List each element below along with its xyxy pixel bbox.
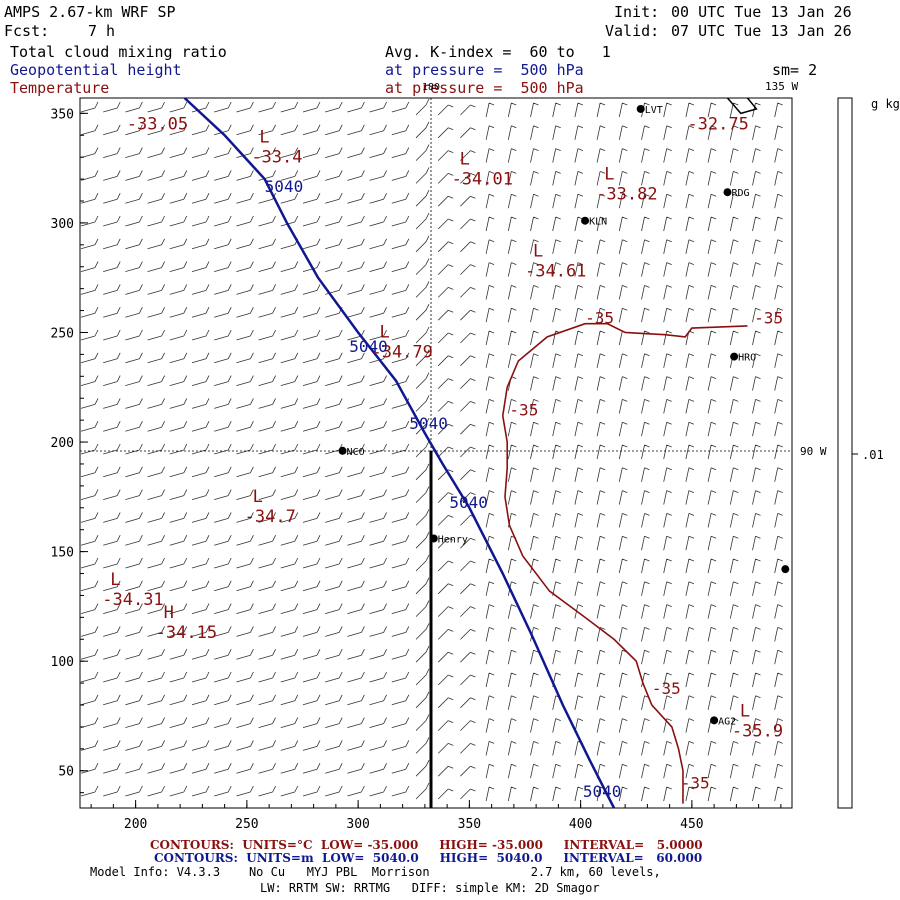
init-time: 00 UTC Tue 13 Jan 26 [671, 3, 852, 21]
station-label: LVT [645, 105, 663, 116]
station-marker [338, 446, 347, 455]
height-contour-label: 5040 [409, 414, 448, 433]
station-label: AG2 [718, 716, 736, 727]
y-tick-label: 200 [51, 436, 74, 451]
station-marker [710, 716, 719, 725]
station-marker [781, 565, 790, 574]
lon-label-135w: 135 W [765, 80, 798, 93]
pressure-center-letter: L [259, 127, 269, 147]
pressure-center-value: -33.82 [596, 185, 657, 205]
pressure-center-value: -33.4 [251, 147, 302, 167]
pressure-center-letter: L [604, 165, 614, 185]
y-tick-label: 350 [51, 107, 74, 122]
field-temperature: Temperature [10, 79, 110, 97]
pressure-center-letter: L [533, 241, 543, 261]
field-height: Geopotential height [10, 61, 182, 79]
height-contour-5040 [183, 97, 616, 809]
pressure-center-letter: L [253, 487, 263, 507]
lon-label-90w: 90 W [800, 445, 827, 458]
colorbar-tick: .01 [862, 448, 884, 462]
station-label: RDG [731, 188, 749, 199]
pressure-center-letter: L [740, 702, 750, 722]
y-tick-label: 100 [51, 655, 74, 670]
plot-frame [79, 97, 793, 809]
wind-barb-field [80, 98, 783, 802]
pressure-center-letter: L [379, 322, 389, 342]
forecast-hours: 7 h [88, 22, 116, 40]
temp-contour-minus35 [501, 322, 748, 804]
pressure-center-value: -34.15 [156, 623, 217, 643]
temp-contour-info: CONTOURS: UNITS=°C LOW= -35.000 HIGH= -3… [150, 838, 703, 852]
pressure-center-value: -34.31 [102, 590, 163, 610]
pressure-center-letter: L [110, 570, 120, 590]
forecast-label: Fcst: [4, 22, 50, 40]
pressure-center-letter: H [164, 603, 174, 623]
station-label: Henry [438, 534, 468, 545]
temp-contour-label: -35 [509, 401, 538, 420]
x-tick-label: 450 [680, 817, 703, 832]
x-tick-label: 400 [569, 817, 592, 832]
height-contour-info: CONTOURS: UNITS=m LOW= 5040.0 HIGH= 5040… [154, 851, 703, 865]
temp-contour-label: -35 [681, 773, 710, 792]
temp-contour-label: -35 [585, 309, 614, 328]
x-tick-label: 300 [346, 817, 369, 832]
y-tick-label: 300 [51, 217, 74, 232]
station-marker [636, 104, 645, 113]
x-tick-label: 350 [458, 817, 481, 832]
station-marker [429, 534, 438, 543]
station-label: HRO [738, 353, 756, 364]
wind-barbs [80, 98, 783, 802]
smoothing-label: sm= 2 [772, 61, 818, 79]
y-tick-label: 250 [51, 326, 74, 341]
temp-contour-label: -35 [652, 679, 681, 698]
cloud-contour [726, 97, 758, 115]
y-tick-label: 50 [58, 765, 74, 780]
height-contour-label: 5040 [265, 177, 304, 196]
station-label: KLN [589, 217, 607, 228]
colorbar [837, 97, 853, 809]
pressure-center-value: -34.61 [525, 261, 586, 281]
field-cloud: Total cloud mixing ratio [10, 43, 227, 61]
x-tick-label: 200 [124, 817, 147, 832]
station-marker [730, 352, 739, 361]
pressure-height: at pressure = 500 hPa [385, 61, 584, 79]
pressure-center-value: -34.79 [371, 342, 432, 362]
y-tick-label: 150 [51, 546, 74, 561]
init-label: Init: [614, 3, 660, 21]
x-tick-label: 250 [235, 817, 258, 832]
pressure-center-value: -34.01 [452, 169, 513, 189]
pressure-center-value: -35.9 [732, 722, 783, 742]
valid-label: Valid: [605, 22, 660, 40]
pressure-center-letter: L [460, 149, 470, 169]
station-marker [723, 188, 732, 197]
model-title: AMPS 2.67-km WRF SP [4, 3, 176, 21]
pressure-center-value: -33.05 [127, 115, 188, 135]
avg-kindex: Avg. K-index = 60 to 1 [385, 43, 611, 61]
lon-label-180: 180 [422, 82, 440, 93]
height-contour-label: 5040 [583, 782, 622, 801]
model-info-physics: LW: RRTM SW: RRTMG DIFF: simple KM: 2D S… [260, 881, 600, 895]
height-contour-label: 5040 [449, 493, 488, 512]
pressure-temp: at pressure = 500 hPa [385, 79, 584, 97]
station-label: NCO [347, 447, 365, 458]
station-marker [581, 216, 590, 225]
model-info: Model Info: V4.3.3 No Cu MYJ PBL Morriso… [90, 865, 661, 879]
valid-time: 07 UTC Tue 13 Jan 26 [671, 22, 852, 40]
height-contour-label: 5040 [349, 337, 388, 356]
pressure-center-value: -32.75 [687, 115, 748, 135]
temp-contour-label: -35 [754, 309, 783, 328]
pressure-center-value: -34.7 [245, 507, 296, 527]
